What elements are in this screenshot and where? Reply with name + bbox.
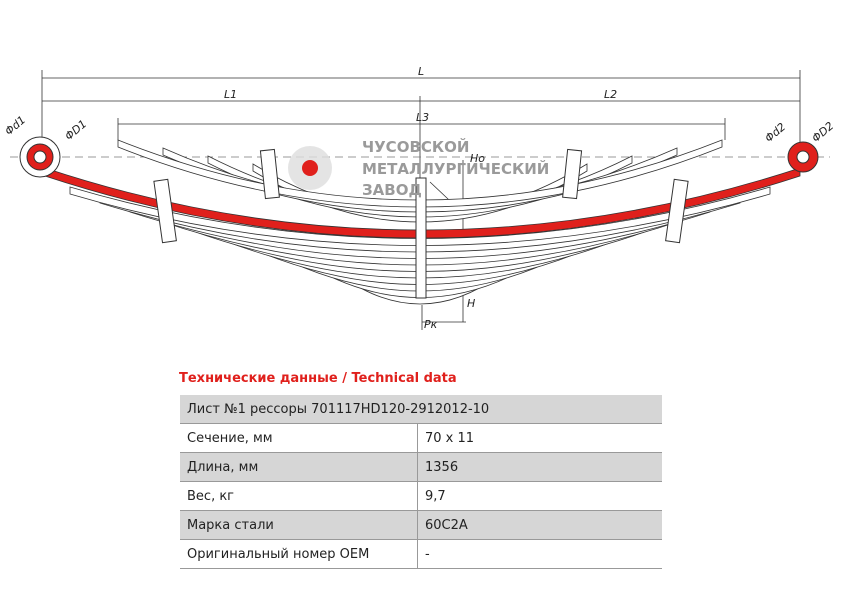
table-cell: 70 x 11	[417, 423, 662, 453]
dim-label: L3	[416, 111, 429, 124]
table-cell: Марка стали	[180, 510, 418, 540]
table-header: Лист №1 рессоры 701117HD120-2912012-10	[180, 395, 662, 424]
table-cell: Оригинальный номер OEM	[180, 539, 418, 569]
watermark: ЧУСОВСКОЙ	[362, 137, 469, 156]
table-title: Технические данные / Technical data	[179, 371, 457, 386]
table-cell: 1356	[417, 452, 662, 482]
table-cell: 60С2А	[417, 510, 662, 540]
table-cell: Длина, мм	[180, 452, 418, 482]
dim-label: L	[418, 65, 424, 78]
leaf	[69, 186, 771, 246]
dim-label: Φd1	[3, 113, 29, 138]
dim-label: Φd2	[763, 120, 789, 145]
dim-label: Ho	[470, 152, 485, 165]
dim-label: Pк	[424, 318, 438, 331]
table-cell: Вес, кг	[180, 481, 418, 511]
dim-label: H	[467, 297, 475, 310]
table-cell: Сечение, мм	[180, 423, 418, 453]
dim-label: ΦD1	[63, 117, 90, 142]
spring-drawing: ЧУСОВСКОЙ МЕТАЛЛУРГИЧЕСКИЙ ЗАВОД L L1 L2…	[3, 65, 837, 331]
dim-label: L2	[604, 88, 617, 101]
table-cell: -	[417, 539, 662, 569]
watermark: ЗАВОД	[362, 181, 422, 199]
watermark: МЕТАЛЛУРГИЧЕСКИЙ	[362, 159, 549, 178]
data-table: Лист №1 рессоры 701117HD120-2912012-10 С…	[180, 395, 662, 569]
dim-label: ΦD2	[810, 119, 837, 144]
table-cell: 9,7	[417, 481, 662, 511]
dim-label: L1	[224, 88, 237, 101]
